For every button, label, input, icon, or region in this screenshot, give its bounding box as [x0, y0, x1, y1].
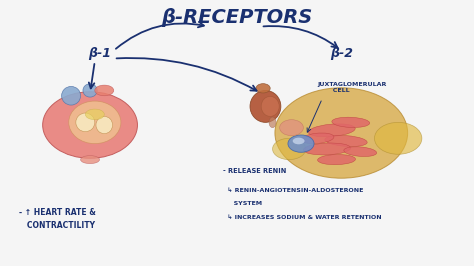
Text: ↳ INCREASES SODIUM & WATER RETENTION: ↳ INCREASES SODIUM & WATER RETENTION: [223, 215, 382, 220]
Text: SYSTEM: SYSTEM: [223, 201, 262, 206]
Ellipse shape: [62, 86, 81, 105]
Ellipse shape: [309, 124, 355, 137]
Ellipse shape: [85, 109, 104, 120]
Text: ↳ RENIN-ANGIOTENSIN-ALDOSTERONE: ↳ RENIN-ANGIOTENSIN-ALDOSTERONE: [223, 188, 363, 193]
Text: β-1: β-1: [88, 47, 111, 60]
Ellipse shape: [344, 147, 377, 156]
Ellipse shape: [303, 143, 351, 155]
Ellipse shape: [275, 88, 408, 178]
Ellipse shape: [280, 120, 303, 136]
Ellipse shape: [332, 117, 370, 127]
Text: JUXTAGLOMERULAR
       CELL: JUXTAGLOMERULAR CELL: [318, 82, 387, 93]
Ellipse shape: [81, 156, 100, 164]
Ellipse shape: [273, 138, 306, 160]
Ellipse shape: [288, 135, 314, 152]
Ellipse shape: [95, 85, 114, 96]
Ellipse shape: [269, 117, 276, 128]
Ellipse shape: [250, 90, 281, 122]
Text: β-RECEPTORS: β-RECEPTORS: [161, 8, 313, 27]
Ellipse shape: [96, 116, 113, 134]
Ellipse shape: [318, 155, 356, 165]
Ellipse shape: [325, 135, 367, 147]
Ellipse shape: [261, 97, 279, 117]
Text: β-2: β-2: [330, 47, 353, 60]
Ellipse shape: [374, 122, 422, 154]
Ellipse shape: [69, 101, 121, 144]
Ellipse shape: [301, 133, 334, 144]
Text: CONTRACTILITY: CONTRACTILITY: [19, 221, 95, 230]
Text: - RELEASE RENIN: - RELEASE RENIN: [223, 168, 286, 174]
Ellipse shape: [292, 138, 304, 144]
Ellipse shape: [256, 84, 270, 93]
Ellipse shape: [83, 84, 97, 97]
Ellipse shape: [76, 113, 95, 132]
Ellipse shape: [43, 92, 137, 158]
Text: - ↑ HEART RATE &: - ↑ HEART RATE &: [19, 208, 96, 217]
